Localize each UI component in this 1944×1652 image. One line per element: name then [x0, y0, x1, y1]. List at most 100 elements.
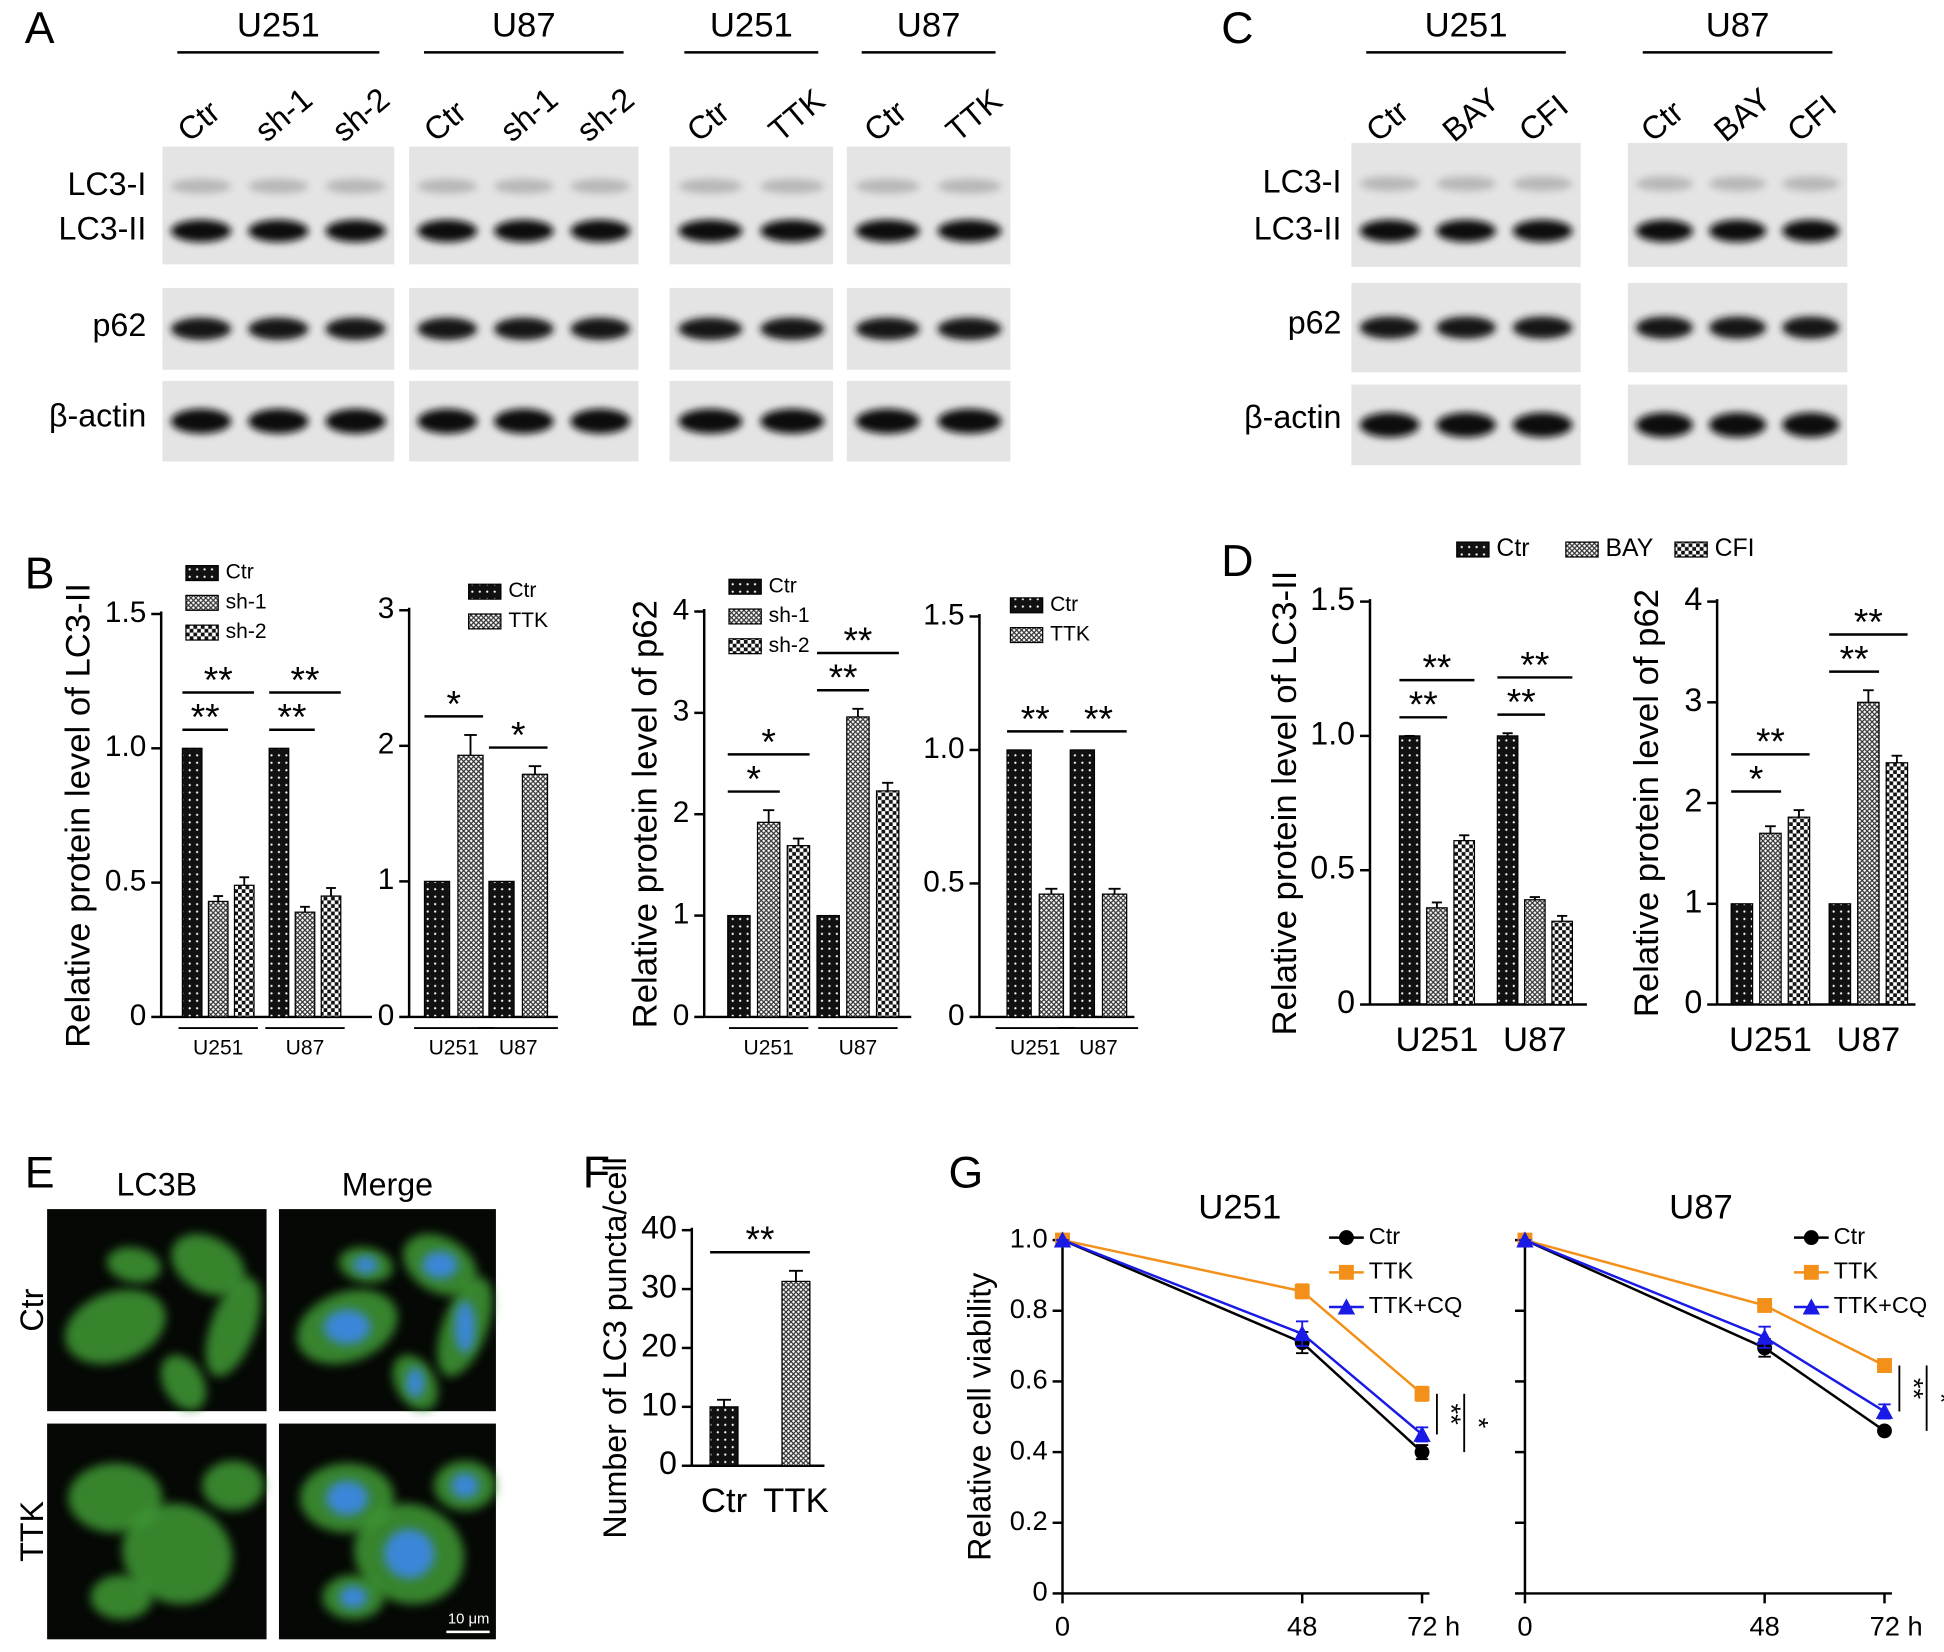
- significance-label: **: [1409, 683, 1438, 725]
- nucleus: [406, 1367, 425, 1398]
- panel-label: D: [1221, 537, 1253, 586]
- marker: [1414, 1444, 1430, 1460]
- image-row-label: TTK: [14, 1501, 50, 1562]
- blot-band: [678, 317, 743, 340]
- y-tick-label: 0.5: [1310, 850, 1355, 886]
- legend-label: Ctr: [226, 561, 254, 584]
- marker: [1875, 1402, 1894, 1419]
- blot-band: [248, 219, 309, 243]
- marker: [1413, 1425, 1431, 1442]
- significance-label: *: [511, 713, 525, 755]
- y-tick-label: 1.5: [923, 598, 964, 631]
- y-tick-label: 2: [673, 796, 690, 829]
- x-tick-label: Ctr: [701, 1482, 747, 1520]
- blot-band: [937, 408, 1002, 434]
- legend-label: sh-2: [769, 634, 810, 657]
- marker: [1877, 1358, 1892, 1373]
- cell: [202, 1460, 265, 1511]
- x-tick-label: 72 h: [1407, 1610, 1460, 1641]
- blot-row-label: β-actin: [1244, 399, 1341, 435]
- blot-band: [760, 178, 825, 194]
- x-tick-label: 72 h: [1870, 1610, 1923, 1641]
- significance-label: **: [1507, 681, 1536, 723]
- x-tick-label: 48: [1749, 1610, 1779, 1641]
- blot-band: [1782, 176, 1840, 192]
- blot-panel: [409, 146, 639, 265]
- blot-group-label: U87: [897, 7, 961, 45]
- legend-swatch: [1456, 541, 1490, 558]
- panel-label: A: [25, 4, 55, 53]
- blot-band: [1709, 412, 1767, 438]
- x-tick-label: U251: [429, 1037, 479, 1060]
- significance-label: **: [1854, 600, 1883, 642]
- legend-swatch: [1009, 597, 1044, 614]
- bar: [457, 754, 484, 1018]
- significance-label: **: [1436, 1403, 1467, 1425]
- bar: [1828, 903, 1852, 1006]
- cell: [171, 1234, 246, 1296]
- blot-band: [170, 408, 232, 434]
- blot-group-label: U251: [710, 7, 793, 45]
- blot-group-label: U251: [237, 7, 320, 45]
- y-tick-label: 2: [378, 728, 395, 761]
- blot-panel: [1351, 142, 1581, 267]
- legend-label: BAY: [1606, 535, 1654, 562]
- panel-label: B: [25, 550, 55, 599]
- y-tick-label: 1.0: [1010, 1222, 1048, 1253]
- blot-band: [1436, 412, 1496, 438]
- legend-label: Ctr: [1496, 535, 1529, 562]
- bar: [1496, 735, 1519, 1006]
- nucleus: [422, 1251, 458, 1279]
- blot-band: [937, 219, 1002, 243]
- y-tick-label: 4: [1684, 581, 1702, 617]
- y-tick-label: 0: [1032, 1576, 1047, 1607]
- bar: [786, 845, 811, 1018]
- x-tick-label: U87: [1503, 1021, 1567, 1059]
- bar: [1101, 893, 1128, 1018]
- legend-swatch: [468, 613, 502, 630]
- blot-band: [1635, 316, 1693, 339]
- blot-band: [1782, 316, 1840, 339]
- y-tick-label: 0: [1684, 984, 1702, 1020]
- blot-band: [570, 219, 631, 243]
- bar: [181, 747, 203, 1018]
- cell: [160, 1355, 207, 1411]
- y-tick-label: 2: [1684, 783, 1702, 819]
- significance-label: **: [291, 658, 320, 700]
- blot-band: [1635, 412, 1693, 438]
- bar: [320, 895, 342, 1018]
- blot-band: [855, 317, 920, 340]
- blot-band: [1359, 219, 1420, 243]
- cell: [64, 1289, 166, 1365]
- cell: [122, 1503, 233, 1605]
- nucleus: [339, 1585, 368, 1609]
- y-axis-label: Number of LC3 puncta/cell: [597, 1157, 633, 1538]
- blot-band: [325, 178, 386, 194]
- bar: [207, 900, 229, 1018]
- blot-band: [1709, 219, 1767, 243]
- marker: [1414, 1386, 1430, 1402]
- y-axis-label: Relative protein level of p62: [1628, 589, 1666, 1017]
- blot-band: [1709, 316, 1767, 339]
- panel-label: C: [1221, 4, 1253, 53]
- legend-label: TTK+CQ: [1369, 1292, 1463, 1318]
- marker: [1757, 1298, 1773, 1313]
- legend-swatch: [468, 583, 502, 600]
- bar: [1398, 735, 1421, 1006]
- blot-band: [760, 219, 825, 243]
- y-tick-label: 1.5: [105, 596, 146, 629]
- blot-group-label: U87: [492, 7, 556, 45]
- significance-label: **: [746, 1218, 775, 1260]
- image-row-label: Ctr: [14, 1288, 50, 1331]
- y-tick-label: 3: [378, 592, 395, 625]
- legend-label: Ctr: [769, 574, 797, 597]
- bar: [1453, 840, 1476, 1006]
- bar: [521, 773, 549, 1018]
- bar: [1038, 893, 1065, 1018]
- blot-band: [325, 219, 386, 243]
- blot-row-label: LC3-II: [59, 210, 147, 246]
- bar: [1551, 920, 1573, 1006]
- significance-label: **: [1422, 646, 1451, 688]
- marker: [1053, 1231, 1072, 1248]
